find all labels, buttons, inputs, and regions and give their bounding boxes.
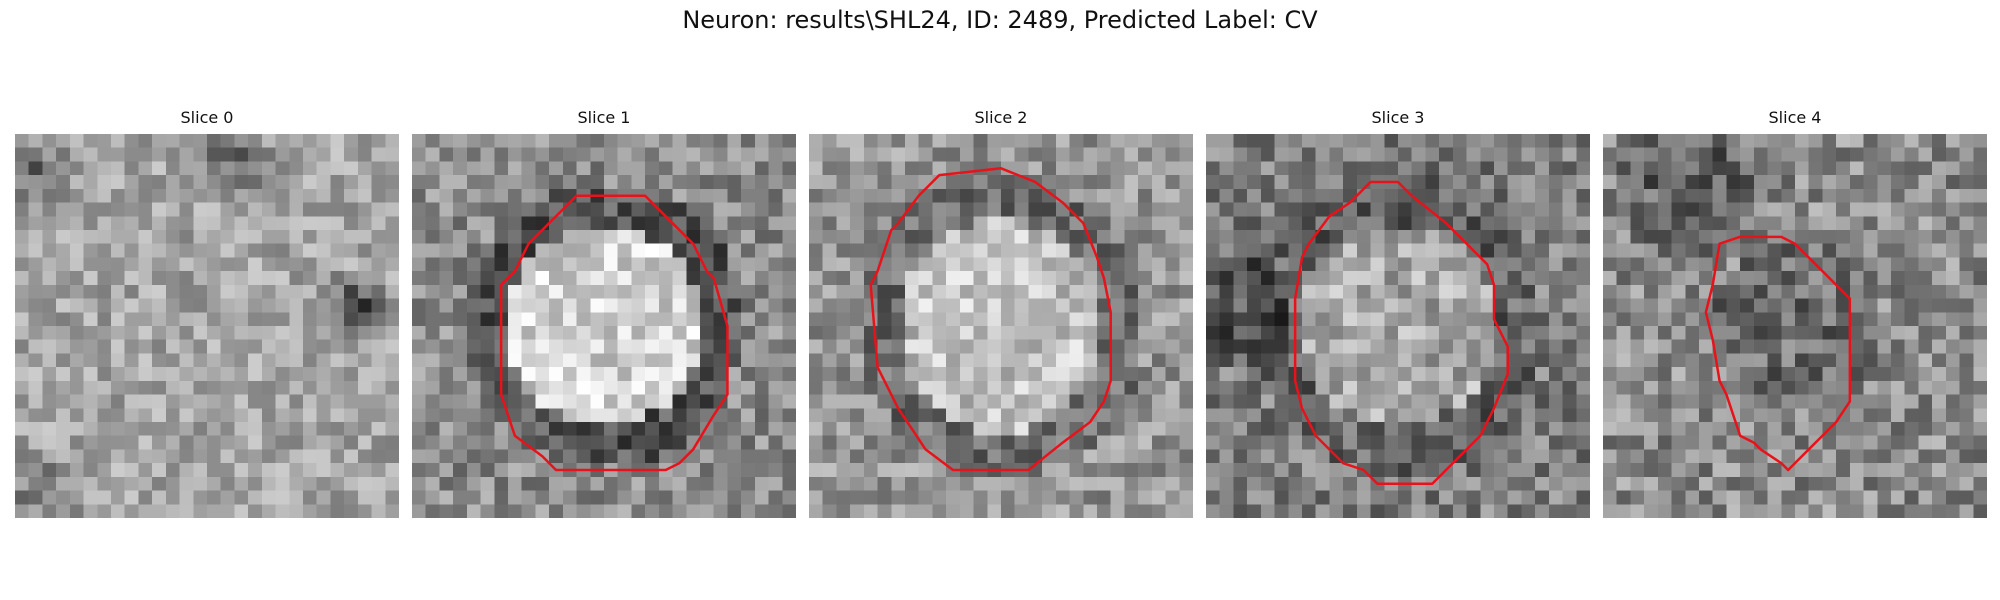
slice-title: Slice 1	[577, 108, 631, 127]
slice-panel-0: Slice 0	[15, 108, 399, 518]
slice-image	[1206, 134, 1590, 518]
slice-image	[15, 134, 399, 518]
slice-panel-3: Slice 3	[1206, 108, 1590, 518]
slice-title: Slice 3	[1371, 108, 1425, 127]
slice-title: Slice 4	[1768, 108, 1822, 127]
slice-panel-4: Slice 4	[1603, 108, 1987, 518]
neuron-contour	[1704, 235, 1852, 472]
neuron-contour	[499, 194, 729, 472]
slice-image	[809, 134, 1193, 518]
slice-image	[412, 134, 796, 518]
slice-panel-2: Slice 2	[809, 108, 1193, 518]
neuron-contour	[869, 167, 1112, 472]
neuron-contour	[1293, 180, 1509, 485]
slice-image	[1603, 134, 1987, 518]
figure-title: Neuron: results\SHL24, ID: 2489, Predict…	[682, 6, 1318, 34]
slice-title: Slice 0	[180, 108, 234, 127]
slice-title: Slice 2	[974, 108, 1028, 127]
slice-panel-1: Slice 1	[412, 108, 796, 518]
